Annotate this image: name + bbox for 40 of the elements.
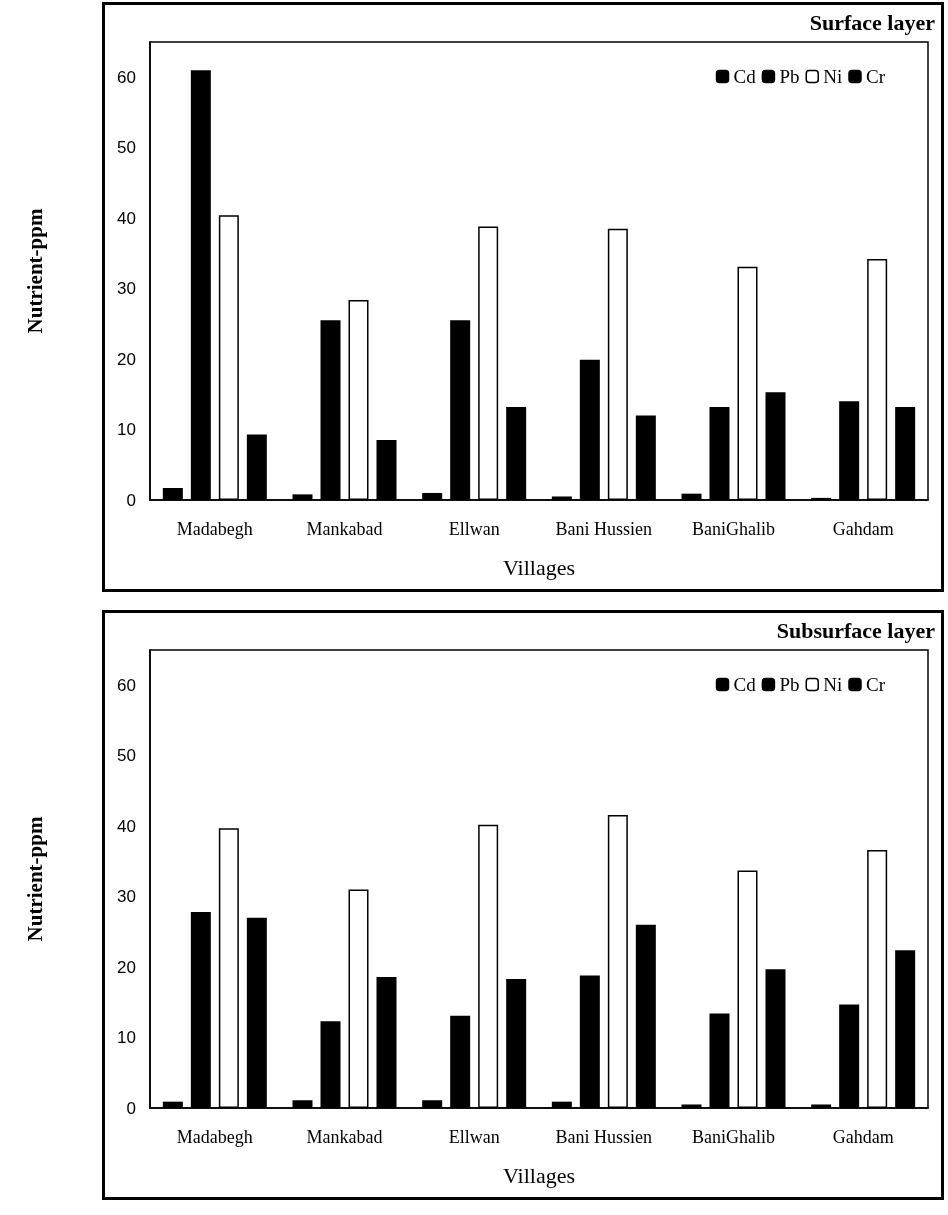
chart-title: Surface layer [809, 9, 936, 35]
y-tick-label: 10 [117, 1028, 136, 1048]
y-tick-label: 30 [117, 887, 136, 907]
x-axis-title: Villages [503, 554, 575, 580]
y-tick-label: 0 [126, 490, 136, 510]
x-axis-title: Villages [503, 1162, 575, 1188]
x-tick-label: Bani Hussien [555, 519, 653, 539]
x-tick-label: BaniGhalib [692, 1127, 775, 1147]
legend-label: Ni [823, 674, 843, 695]
x-tick-label: Madabegh [176, 1127, 253, 1147]
y-tick-label: 30 [117, 279, 136, 299]
legend-label: Cd [733, 66, 757, 87]
x-tick-label: Gahdam [832, 1127, 894, 1147]
y-tick-label: 40 [117, 208, 136, 228]
legend-label: Pb [779, 66, 800, 87]
y-axis-title: Nutrient-ppm [22, 208, 47, 334]
legend-label: Cr [866, 674, 886, 695]
x-tick-label: Ellwan [448, 519, 500, 539]
chart-title: Subsurface layer [776, 617, 936, 643]
y-tick-label: 60 [117, 675, 136, 695]
x-tick-label: Mankabad [306, 519, 383, 539]
x-tick-label: Madabegh [176, 519, 253, 539]
y-tick-label: 20 [117, 957, 136, 977]
y-tick-label: 40 [117, 816, 136, 836]
legend-label: Ni [823, 66, 843, 87]
x-tick-label: Mankabad [306, 1127, 383, 1147]
y-tick-label: 50 [117, 746, 136, 766]
y-tick-label: 0 [126, 1098, 136, 1118]
x-tick-label: Bani Hussien [555, 1127, 653, 1147]
x-tick-label: Gahdam [832, 519, 894, 539]
x-tick-label: BaniGhalib [692, 519, 775, 539]
y-tick-label: 10 [117, 420, 136, 440]
x-tick-label: Ellwan [448, 1127, 500, 1147]
legend-label: Cd [733, 674, 757, 695]
y-tick-label: 60 [117, 67, 136, 87]
y-axis-title: Nutrient-ppm [22, 816, 47, 942]
legend-label: Pb [779, 674, 800, 695]
y-tick-label: 20 [117, 349, 136, 369]
y-tick-label: 50 [117, 138, 136, 158]
legend-label: Cr [866, 66, 886, 87]
